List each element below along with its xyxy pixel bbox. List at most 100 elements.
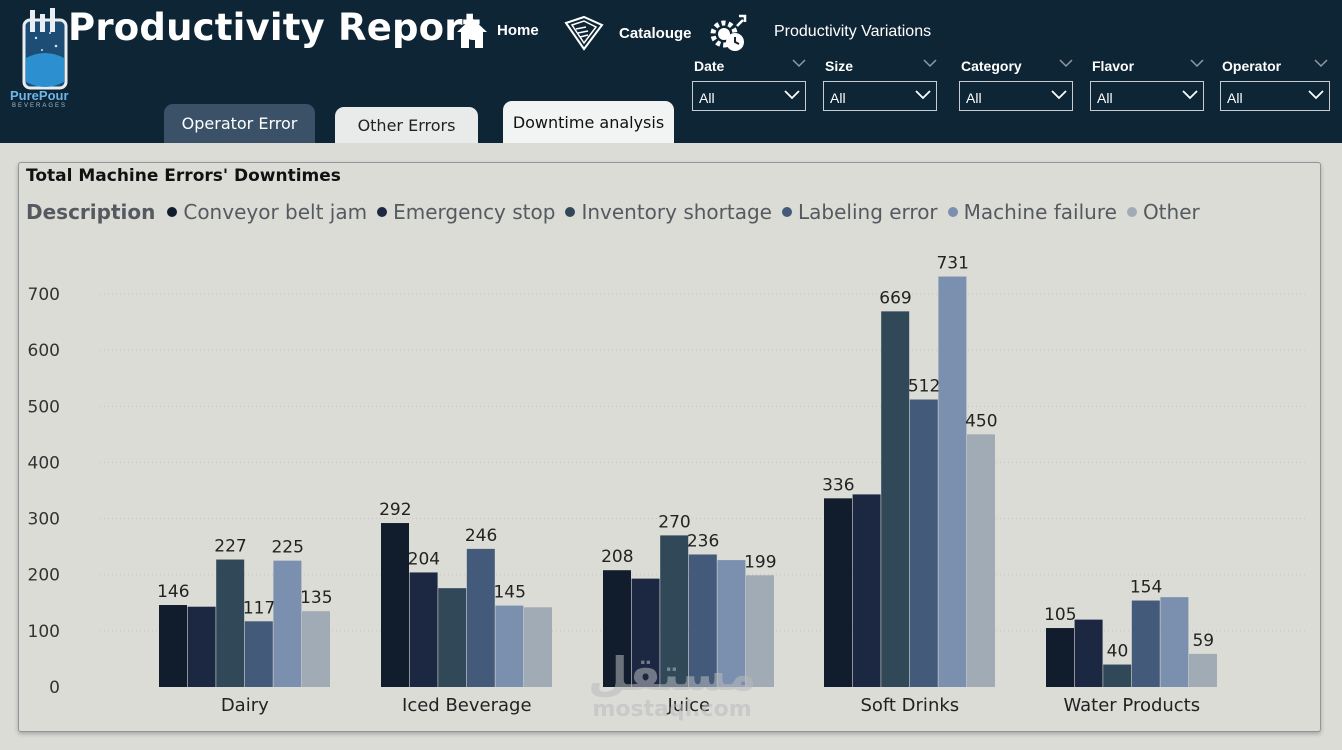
chevron-down-icon[interactable] [1059,59,1073,68]
bar[interactable] [688,554,717,687]
slicer-size-label: Size [825,58,854,74]
data-label: 270 [658,512,690,532]
slicer-operator-dropdown[interactable]: All [1220,81,1330,111]
slicer-date-dropdown[interactable]: All [692,81,806,111]
logo-name: PurePour [10,88,69,103]
x-tick-label: Juice [666,695,710,716]
bar[interactable] [381,523,409,687]
bar[interactable] [159,605,187,687]
data-label: 59 [1192,631,1214,651]
bar[interactable] [273,560,302,687]
bar[interactable] [216,559,245,687]
logo-subtitle: BEVERAGES [12,103,68,109]
data-label: 40 [1107,642,1129,662]
chevron-down-icon [1308,90,1324,100]
bar[interactable] [717,560,746,687]
bar[interactable] [603,570,631,687]
legend-label: Emergency stop [393,200,556,224]
chevron-down-icon[interactable] [792,59,806,68]
bar[interactable] [187,606,216,687]
bar[interactable] [909,399,938,687]
watermark: مستقل mostaql.com [588,650,756,722]
legend-label: Machine failure [963,200,1117,224]
y-tick-label: 700 [28,285,60,305]
legend-item-other[interactable]: Other [1126,200,1200,224]
chevron-down-icon [1182,90,1198,100]
nav-productivity-variations[interactable]: Productivity Variations [707,12,931,54]
data-label: 336 [822,475,854,495]
bar[interactable] [881,311,910,687]
legend-item-emergency-stop[interactable]: Emergency stop [377,200,555,224]
legend-label: Other [1142,200,1200,224]
data-label: 292 [379,500,411,520]
legend-dot [782,207,792,217]
legend-item-inventory-shortage[interactable]: Inventory shortage [565,200,772,224]
data-label: 146 [157,582,189,602]
gear-clock-icon [710,14,747,51]
x-tick-label: Iced Beverage [402,695,532,716]
slicer-operator-value: All [1227,90,1243,106]
chevron-down-icon[interactable] [1314,59,1328,68]
data-label: 117 [243,598,275,618]
chevron-down-icon[interactable] [1190,59,1204,68]
legend-dot [377,207,388,217]
x-tick-label: Dairy [221,695,269,716]
bar[interactable] [1189,653,1217,687]
bar[interactable] [852,494,881,687]
legend-dot [1126,207,1137,217]
bar[interactable] [824,498,852,687]
slicer-flavor-label: Flavor [1092,58,1135,74]
slicer-category-label: Category [961,58,1022,74]
legend-dot [565,207,576,217]
bar[interactable] [1046,628,1074,687]
tab-operator-error[interactable]: Operator Error [164,104,315,143]
bar[interactable] [1074,619,1103,687]
bar[interactable] [967,434,995,687]
y-tick-label: 500 [28,397,60,417]
bar[interactable] [746,575,774,687]
bar[interactable] [438,588,467,687]
y-tick-label: 400 [28,453,60,473]
bar[interactable] [524,607,552,687]
data-label: 246 [465,526,497,546]
legend-dot [947,207,958,217]
nav-catalogue-label: Catalouge [619,24,692,42]
bar[interactable] [1160,597,1189,687]
watermark-arabic: مستقل [588,647,757,701]
y-tick-label: 200 [28,566,60,586]
bar[interactable] [1131,600,1160,687]
slicer-category-value: All [966,90,982,106]
legend-label: Labeling error [798,200,938,224]
bar[interactable] [660,535,689,687]
bar[interactable] [938,276,967,687]
slicer-category-dropdown[interactable]: All [959,81,1073,111]
slicer-date-label: Date [694,58,725,74]
nav-catalogue[interactable]: Catalouge [562,15,692,51]
x-tick-label: Water Products [1063,695,1200,716]
slicer-date-value: All [699,90,715,106]
tab-downtime-analysis[interactable]: Downtime analysis [503,101,674,143]
slicer-size-dropdown[interactable]: All [823,81,937,111]
chevron-down-icon[interactable] [923,59,937,68]
bar[interactable] [302,611,330,687]
y-tick-label: 600 [28,341,60,361]
bar[interactable] [495,605,524,687]
legend-item-conveyor-belt-jam[interactable]: Conveyor belt jam [167,200,367,224]
slicer-size-value: All [830,90,846,106]
data-label: 450 [965,411,997,431]
legend-item-machine-failure[interactable]: Machine failure [947,200,1117,224]
data-label: 236 [687,531,719,551]
bar[interactable] [244,621,273,687]
bar[interactable] [409,572,438,687]
slicer-flavor-dropdown[interactable]: All [1090,81,1204,111]
tab-other-errors[interactable]: Other Errors [335,107,478,143]
bar[interactable] [466,548,495,687]
nav-home[interactable]: Home [455,14,539,52]
nav-productivity-label: Productivity Variations [774,23,932,40]
bar[interactable] [631,578,660,687]
legend-item-labeling-error[interactable]: Labeling error [782,200,938,224]
chevron-down-icon [915,90,931,100]
chart-title: Total Machine Errors' Downtimes [26,166,341,186]
bar[interactable] [1103,664,1132,687]
legend-label: Inventory shortage [581,200,772,224]
